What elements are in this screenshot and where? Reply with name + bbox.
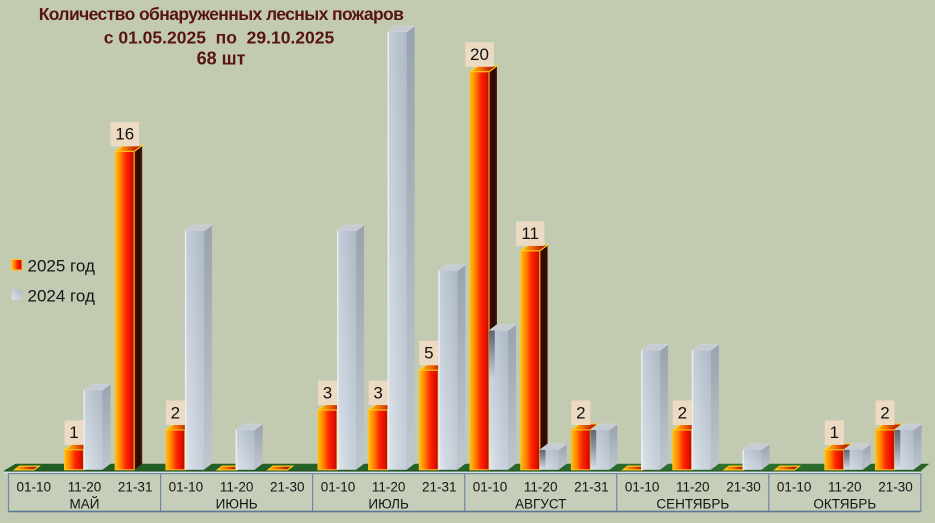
svg-text:МАЙ: МАЙ	[70, 497, 100, 512]
svg-text:с 01.05.2025 по 29.10.2025: с 01.05.2025 по 29.10.2025	[104, 28, 335, 48]
svg-text:2: 2	[678, 403, 687, 422]
svg-text:11-20: 11-20	[372, 480, 406, 495]
svg-text:11-20: 11-20	[524, 480, 558, 495]
svg-text:2: 2	[171, 403, 180, 422]
svg-text:3: 3	[373, 383, 382, 402]
svg-text:68 шт: 68 шт	[197, 49, 246, 69]
svg-text:Количество обнаруженных лесных: Количество обнаруженных лесных пожаров	[39, 4, 404, 24]
svg-text:ОКТЯБРЬ: ОКТЯБРЬ	[813, 497, 876, 512]
svg-text:01-10: 01-10	[17, 480, 52, 495]
svg-text:3: 3	[323, 383, 332, 402]
svg-text:21-31: 21-31	[422, 480, 457, 495]
svg-text:01-10: 01-10	[777, 480, 812, 495]
svg-text:ИЮЛЬ: ИЮЛЬ	[368, 497, 409, 512]
svg-text:ИЮНЬ: ИЮНЬ	[216, 497, 258, 512]
svg-text:2: 2	[880, 403, 889, 422]
svg-text:20: 20	[470, 45, 489, 64]
svg-text:21-31: 21-31	[574, 480, 609, 495]
svg-text:СЕНТЯБРЬ: СЕНТЯБРЬ	[656, 497, 729, 512]
svg-text:21-30: 21-30	[878, 480, 913, 495]
svg-text:21-30: 21-30	[270, 480, 305, 495]
svg-text:01-10: 01-10	[169, 480, 204, 495]
svg-text:1: 1	[830, 423, 839, 442]
svg-text:21-31: 21-31	[118, 480, 153, 495]
svg-text:01-10: 01-10	[473, 480, 508, 495]
svg-text:16: 16	[115, 125, 134, 144]
svg-text:11-20: 11-20	[676, 480, 710, 495]
svg-text:11-20: 11-20	[68, 480, 102, 495]
svg-text:АВГУСТ: АВГУСТ	[515, 497, 566, 512]
svg-text:11-20: 11-20	[220, 480, 254, 495]
svg-text:01-10: 01-10	[625, 480, 660, 495]
svg-text:21-30: 21-30	[726, 480, 761, 495]
svg-text:1: 1	[69, 423, 78, 442]
svg-text:01-10: 01-10	[321, 480, 356, 495]
svg-text:11: 11	[521, 224, 539, 243]
svg-text:5: 5	[424, 344, 433, 363]
svg-text:11-20: 11-20	[828, 480, 862, 495]
svg-text:2025 год: 2025 год	[28, 257, 95, 276]
svg-text:2: 2	[576, 403, 585, 422]
svg-text:2024 год: 2024 год	[28, 287, 95, 306]
